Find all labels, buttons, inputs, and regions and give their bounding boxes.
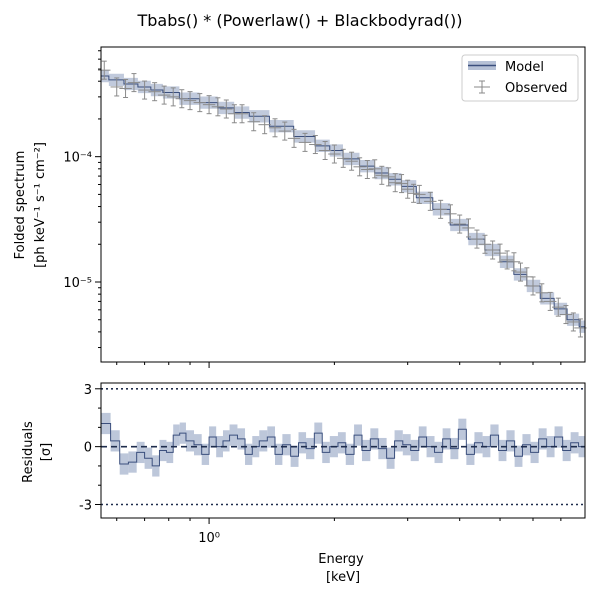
observed-point	[559, 305, 573, 325]
observed-point	[444, 204, 457, 224]
spectrum-panel: 10⁻⁴ 10⁻⁵ Folded spectrum [ph keV⁻¹ s⁻¹ c…	[13, 46, 587, 368]
observed-point	[157, 85, 171, 105]
observed-point	[193, 93, 207, 113]
observed-point	[127, 73, 141, 93]
observed-point	[514, 262, 527, 282]
legend: Model Observed	[461, 54, 579, 102]
observed-point	[401, 179, 414, 199]
spectrum-ylabel-line2: [ph keV⁻¹ s⁻¹ cm⁻²]	[33, 142, 48, 268]
chart-title: Tbabs() * (Powerlaw() + Blackbodyrad())	[136, 11, 462, 30]
observed-point	[353, 157, 366, 177]
observed-point	[544, 291, 557, 311]
observed-point	[453, 214, 466, 234]
observed-point	[478, 234, 492, 254]
observed-point	[361, 159, 374, 180]
residuals-ylabel-line2: [σ]	[39, 443, 54, 461]
legend-observed-label: Observed	[505, 81, 568, 96]
residuals-ytick-label: -3	[79, 499, 92, 514]
residuals-panel: 3 0 -3 10⁰ Residuals [σ] Energy [keV]	[21, 382, 586, 585]
spectrum-ylabel-line1: Folded spectrum	[13, 151, 28, 260]
observed-point	[493, 243, 507, 263]
observed-point	[287, 128, 301, 148]
observed-point	[507, 252, 521, 272]
residuals-axes-frame	[100, 382, 586, 519]
observed-point	[470, 229, 484, 249]
legend-observed-marker	[474, 80, 490, 94]
observed-point	[247, 112, 260, 132]
residuals-ylabel-line1: Residuals	[21, 421, 36, 483]
observed-point	[258, 115, 271, 135]
observed-point	[382, 167, 395, 187]
observed-point	[211, 97, 225, 117]
observed-point	[268, 118, 282, 138]
xlabel-line2: [keV]	[326, 570, 360, 585]
spectrum-ytick-label: 10⁻⁴	[63, 151, 92, 166]
observed-point	[336, 148, 350, 168]
observed-point	[375, 165, 389, 185]
observed-point	[567, 312, 580, 332]
observed-point	[462, 218, 475, 238]
residuals-ytick-label: 0	[84, 441, 92, 456]
observed-point	[119, 78, 132, 98]
observed-point	[318, 140, 332, 161]
observed-point	[328, 144, 341, 164]
observed-point	[166, 87, 180, 107]
observed-point	[138, 80, 151, 100]
residuals-ytick-label: 3	[84, 383, 92, 398]
spectrum-series-group	[98, 60, 587, 338]
observed-point	[413, 184, 426, 204]
observed-point	[298, 132, 312, 152]
observed-point	[388, 173, 402, 193]
observed-point	[110, 77, 123, 97]
observed-point	[368, 159, 381, 179]
observed-point	[183, 91, 197, 111]
spectrum-ytick-label: 10⁻⁵	[63, 276, 92, 291]
observed-point	[309, 135, 322, 155]
observed-point	[424, 191, 437, 211]
spectrum-ticks: 10⁻⁴ 10⁻⁵	[63, 50, 562, 368]
legend-model-label: Model	[505, 60, 544, 75]
residuals-series-group	[101, 387, 585, 506]
model-line	[101, 75, 585, 328]
observed-point	[526, 276, 540, 296]
observed-point	[345, 151, 358, 171]
observed-point	[148, 82, 161, 102]
observed-point	[500, 250, 514, 270]
residuals-ticks: 3 0 -3 10⁰	[79, 383, 562, 546]
residual-line	[101, 423, 585, 467]
observed-point	[220, 99, 233, 119]
observed-point	[98, 60, 111, 80]
observed-point	[278, 121, 291, 141]
observed-point	[175, 89, 189, 109]
model-band	[101, 69, 585, 333]
xlabel-line1: Energy	[318, 552, 364, 567]
observed-point	[202, 95, 216, 115]
observed-point	[228, 104, 241, 124]
spectrum-axes-frame	[100, 46, 586, 363]
observed-point	[535, 283, 549, 303]
observed-point	[552, 297, 565, 317]
observed-point	[434, 199, 447, 219]
observed-point	[235, 104, 249, 124]
observed-point	[407, 183, 420, 203]
residuals-xtick-label: 10⁰	[198, 531, 220, 546]
observed-point	[486, 240, 499, 260]
